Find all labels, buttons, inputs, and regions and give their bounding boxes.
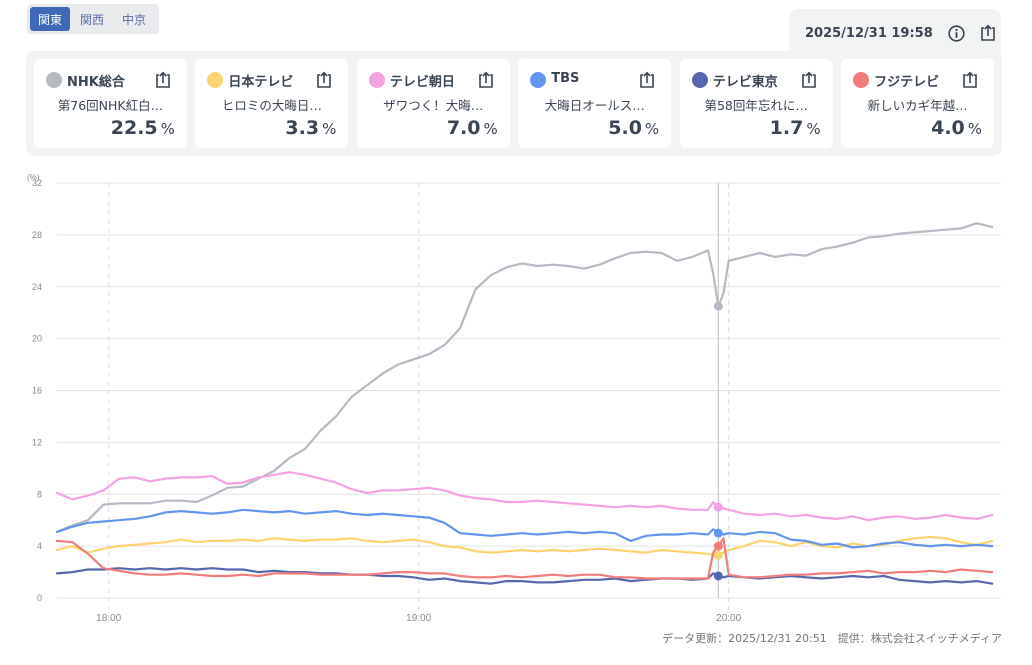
y-axis-unit-label: (%): [27, 173, 40, 182]
program-title: 第76回NHK紅白…: [57, 98, 164, 113]
channel-color-dot: [853, 72, 870, 88]
channel-name: テレビ朝日: [389, 75, 455, 90]
y-tick-label: 24: [32, 282, 42, 292]
cursor-marker: [713, 541, 723, 551]
share-icon[interactable]: [979, 24, 997, 42]
rating-number: 3.3: [285, 117, 320, 139]
channel-card-tv-asahi[interactable]: テレビ朝日 ザワつく！大晦… 7.0%: [356, 59, 510, 148]
share-icon[interactable]: [800, 71, 818, 89]
channel-card-tv-tokyo[interactable]: テレビ東京 第58回年忘れに… 1.7%: [679, 59, 833, 148]
rating-unit: %: [160, 120, 175, 138]
channel-color-dot: [207, 72, 224, 88]
rating-number: 1.7: [769, 117, 804, 139]
share-icon[interactable]: [961, 71, 979, 89]
channel-color-dot: [46, 72, 62, 88]
channel-color-dot: [530, 72, 547, 88]
rating-value: 1.7%: [770, 117, 821, 139]
y-tick-label: 28: [32, 230, 42, 240]
rating-number: 5.0: [608, 117, 642, 139]
y-tick-label: 8: [37, 489, 42, 499]
rating-unit: %: [967, 120, 983, 138]
region-tab-chukyo[interactable]: 中京: [122, 12, 147, 27]
data-updated-text: データ更新：2025/12/31 20:51: [662, 632, 827, 645]
datetime-panel: 2025/12/31 19:58: [789, 9, 1001, 57]
program-title: 大晦日オールス…: [544, 98, 645, 113]
share-icon[interactable]: [154, 71, 172, 89]
program-title: ザワつく！大晦…: [383, 98, 484, 113]
channel-color-dot: [691, 72, 708, 88]
rating-unit: %: [483, 120, 498, 138]
share-icon[interactable]: [638, 71, 656, 89]
channel-card-tbs[interactable]: TBS 大晦日オールス… 5.0%: [518, 59, 672, 148]
program-title: 新しいカギ年越…: [867, 98, 968, 113]
series-line-フジテレビ[interactable]: [55, 537, 994, 580]
program-title: ヒロミの大晦日…: [221, 98, 322, 113]
rating-value: 5.0%: [608, 117, 659, 139]
rating-unit: %: [806, 120, 821, 138]
x-tick-label: 20:00: [716, 613, 741, 624]
footer-credits: データ更新：2025/12/31 20:51 提供：株式会社スイッチメディア: [662, 630, 1002, 646]
series-line-テレビ東京[interactable]: [55, 567, 994, 585]
y-tick-label: 16: [32, 386, 42, 396]
y-tick-label: 0: [37, 593, 42, 603]
channel-card-fuji[interactable]: フジテレビ 新しいカギ年越… 4.0%: [841, 59, 995, 148]
cursor-marker: [713, 502, 723, 512]
current-datetime: 2025/12/31 19:58: [805, 25, 933, 41]
series-line-NHK総合[interactable]: [55, 222, 994, 534]
channel-card-ntv[interactable]: 日本テレビ ヒロミの大晦日… 3.3%: [195, 59, 349, 148]
channel-cards: NHK総合 第76回NHK紅白… 22.5% 日本テレビ ヒロミの大晦日… 3.…: [26, 51, 1002, 156]
channel-name: テレビ東京: [712, 75, 778, 90]
cursor-marker: [713, 301, 723, 311]
channel-card-nhk[interactable]: NHK総合 第76回NHK紅白… 22.5%: [34, 59, 187, 148]
y-tick-label: 20: [32, 334, 42, 344]
y-tick-label: 12: [32, 437, 42, 447]
rating-unit: %: [322, 120, 337, 138]
rating-number: 7.0: [446, 117, 481, 139]
x-tick-label: 18:00: [96, 613, 121, 624]
channel-name: TBS: [551, 71, 580, 86]
cursor-marker: [713, 528, 723, 538]
rating-number: 4.0: [931, 117, 965, 139]
rating-value: 4.0%: [931, 117, 982, 139]
series-line-テレビ朝日[interactable]: [55, 471, 994, 522]
rating-value: 3.3%: [285, 117, 336, 139]
channel-name: 日本テレビ: [228, 75, 294, 90]
cursor-marker: [713, 571, 723, 581]
program-title: 第58回年忘れに…: [704, 98, 808, 113]
y-tick-label: 4: [37, 541, 42, 551]
y-tick-label: 32: [32, 178, 42, 188]
series-lines: [55, 222, 994, 585]
series-line-日本テレビ[interactable]: [55, 535, 994, 557]
region-tab-kansai[interactable]: 関西: [80, 12, 105, 27]
x-tick-label: 19:00: [406, 613, 431, 624]
series-line-TBS[interactable]: [55, 508, 994, 549]
share-icon[interactable]: [315, 71, 333, 89]
rating-value: 7.0%: [447, 117, 498, 139]
provider-text: 提供：株式会社スイッチメディア: [837, 632, 1002, 645]
region-tabs: 関東 関西 中京: [27, 4, 160, 34]
channel-name: NHK総合: [67, 75, 125, 90]
share-icon[interactable]: [477, 71, 495, 89]
rating-number: 22.5: [110, 117, 158, 139]
region-tab-kanto[interactable]: 関東: [30, 7, 71, 31]
ratings-chart[interactable]: (%) 0 4 8 12 16 20 24 28 32 18:00 19:00 20:00: [0, 165, 1032, 630]
rating-value: 22.5%: [111, 117, 175, 139]
channel-color-dot: [368, 72, 385, 88]
hover-cursor: [713, 183, 723, 598]
rating-unit: %: [644, 120, 660, 138]
x-gridlines: 18:00 19:00 20:00: [96, 183, 742, 624]
info-icon[interactable]: [947, 24, 965, 42]
cursor-marker: [713, 550, 723, 560]
channel-name: フジテレビ: [874, 75, 940, 90]
